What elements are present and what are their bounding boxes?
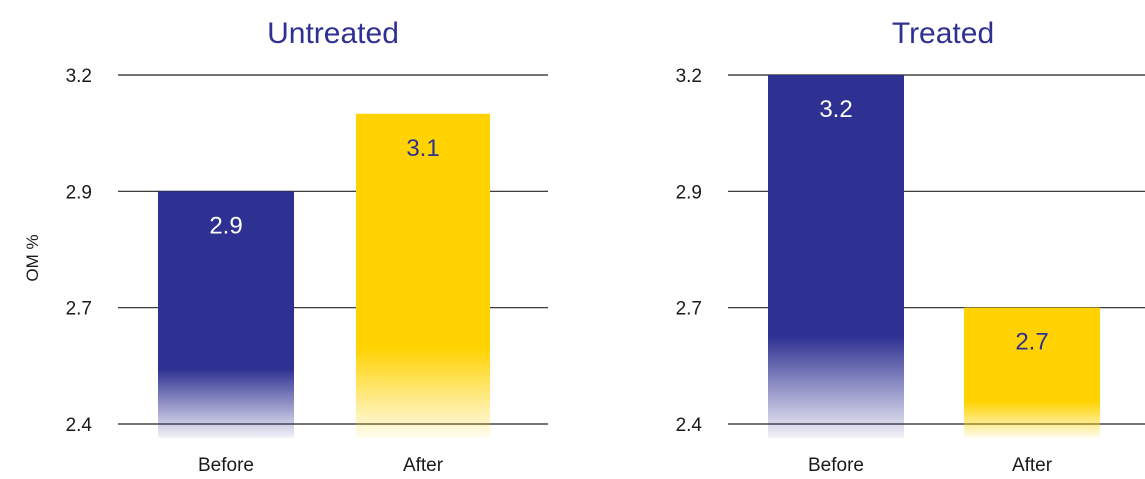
treated-data-label-after: 2.7 [1015,329,1048,356]
treated-bar-after [964,307,1100,438]
untreated-y-tick-label: 2.4 [66,415,93,436]
treated-y-tick-label: 2.7 [676,299,702,320]
treated-panel: Treated 2.4 2.7 2.9 3.2 3.2 Before 2.7 After [676,17,1145,476]
untreated-y-tick-label: 2.9 [66,182,92,203]
treated-chart-title: Treated [892,17,994,50]
untreated-y-tick-label: 2.7 [66,299,92,320]
treated-data-label-before: 3.2 [819,96,852,123]
treated-bar-before [768,75,904,438]
treated-y-tick-label: 3.2 [676,66,702,87]
treated-y-tick-label: 2.9 [676,182,702,203]
untreated-category-label-after: After [403,455,444,474]
treated-y-tick-label: 2.4 [676,415,703,436]
untreated-bar-after [356,113,490,439]
untreated-panel: Untreated 2.4 2.7 2.9 3.2 2.9 Before 3.1 After [66,17,548,476]
untreated-y-tick-label: 3.2 [66,66,92,87]
untreated-data-label-after: 3.1 [406,135,439,162]
y-axis-title: OM % [23,234,42,281]
treated-category-label-before: Before [808,455,864,474]
untreated-bar-before [158,191,294,438]
treated-category-label-after: After [1012,455,1053,474]
untreated-chart-title: Untreated [267,17,399,50]
untreated-data-label-before: 2.9 [209,212,242,239]
untreated-category-label-before: Before [198,455,254,474]
